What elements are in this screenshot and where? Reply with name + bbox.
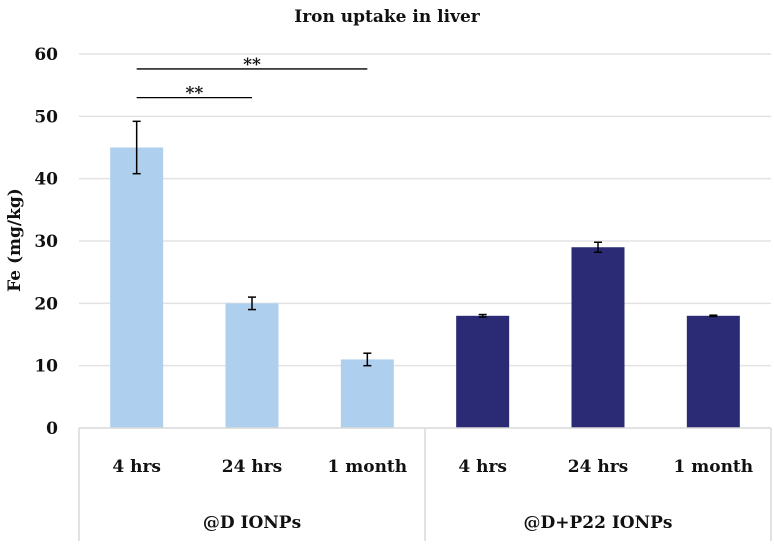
y-tick-label: 40 <box>34 170 58 190</box>
x-tick-label: 4 hrs <box>112 457 161 477</box>
y-tick-label: 10 <box>34 357 58 377</box>
x-tick-label: 24 hrs <box>568 457 628 477</box>
error-bar <box>363 352 372 367</box>
significance-label: ** <box>243 55 261 75</box>
y-tick-label: 0 <box>46 419 58 439</box>
error-bar <box>478 313 487 318</box>
bar <box>110 147 164 428</box>
bar <box>571 247 625 428</box>
error-bar <box>594 241 602 253</box>
x-tick-label: 1 month <box>328 457 408 477</box>
x-tick-label: 1 month <box>674 457 754 477</box>
x-tick-label: 4 hrs <box>458 457 507 477</box>
y-tick-label: 50 <box>34 107 58 127</box>
x-tick-label: 24 hrs <box>222 457 282 477</box>
error-bar <box>132 120 141 175</box>
error-bar <box>248 296 256 311</box>
bar <box>225 303 279 428</box>
group-label: @D IONPs <box>203 513 301 533</box>
y-tick-label: 60 <box>34 45 58 65</box>
significance-label: ** <box>185 84 203 104</box>
y-tick-label: 30 <box>34 232 58 252</box>
y-tick-label: 20 <box>34 294 58 314</box>
error-bar <box>709 314 718 318</box>
group-label: @D+P22 IONPs <box>524 513 673 533</box>
chart-title: Iron uptake in liver <box>294 7 480 27</box>
y-axis-label: Fe (mg/kg) <box>5 188 25 292</box>
bar <box>686 315 740 428</box>
bar <box>456 315 510 428</box>
bar <box>340 359 394 428</box>
